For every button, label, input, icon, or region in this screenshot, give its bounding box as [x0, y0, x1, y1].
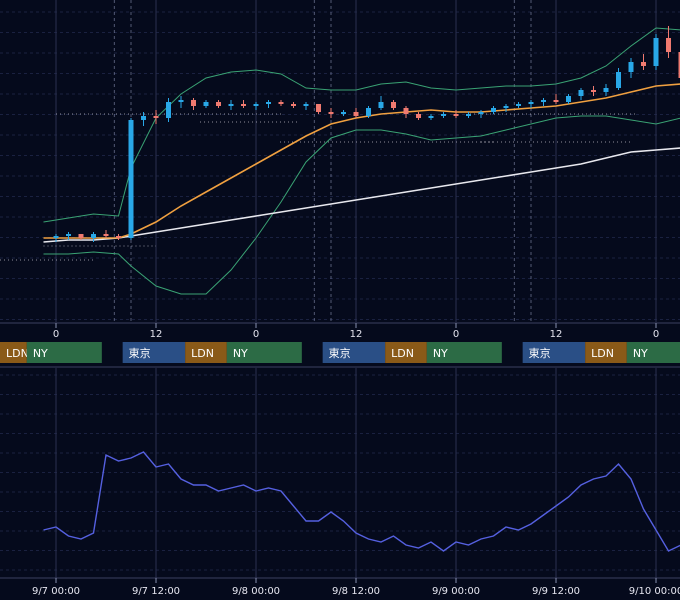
candle-body: [578, 90, 584, 96]
candle-body: [241, 104, 246, 106]
hour-tick-label: 12: [550, 329, 563, 340]
date-tick-label: 9/7 12:00: [132, 586, 180, 597]
grid-layer: [0, 0, 680, 578]
session-london-bar: [0, 342, 27, 363]
candle-body: [128, 120, 134, 238]
candle-body: [166, 102, 171, 118]
session-newyork-label: NY: [33, 347, 48, 360]
session-tokyo-bar: [122, 342, 186, 363]
bollinger-upper-line: [43, 27, 680, 223]
hour-tick-label: 12: [350, 329, 363, 340]
candle-body: [491, 108, 496, 112]
candle-body: [678, 52, 680, 78]
candle-body: [478, 112, 484, 114]
candle-body: [428, 116, 434, 118]
candle-body: [528, 102, 534, 104]
candle-body: [366, 108, 371, 116]
candle-body: [391, 102, 396, 108]
session-london-label: LDN: [591, 347, 614, 360]
session-london-label: LDN: [6, 347, 29, 360]
candle-body: [191, 100, 196, 106]
date-tick-label: 9/10 00:00: [629, 586, 680, 597]
candle-body: [516, 104, 521, 106]
candle-body: [441, 114, 446, 116]
session-tokyo-label: 東京: [129, 346, 151, 360]
candle-body: [378, 102, 384, 108]
session-london-bar: [385, 342, 427, 363]
candle-body: [228, 104, 234, 106]
candle-body: [553, 100, 559, 102]
candle-body: [416, 114, 421, 118]
session-newyork-bar: [26, 342, 102, 363]
candle-body: [116, 236, 121, 238]
candle-body: [603, 88, 609, 92]
session-tokyo-bar: [322, 342, 386, 363]
candle-body: [291, 104, 296, 106]
candle-body: [303, 104, 309, 106]
session-newyork-bar: [426, 342, 502, 363]
ma-short-line: [43, 83, 680, 239]
date-axis: 9/7 00:00 9/7 12:00 9/8 00:00 9/8 12:00 9/9 …: [32, 578, 680, 597]
date-tick-label: 9/9 12:00: [532, 586, 580, 597]
session-newyork-label: NY: [233, 347, 248, 360]
session-tokyo-label: 東京: [329, 346, 351, 360]
candle-body: [341, 112, 346, 114]
candle-body: [566, 96, 571, 102]
candle-body: [216, 102, 221, 106]
date-tick-label: 9/7 00:00: [32, 586, 80, 597]
session-newyork-label: NY: [633, 347, 648, 360]
candle-body: [453, 114, 459, 116]
candle-body: [278, 102, 284, 104]
hour-tick-label: 0: [453, 329, 459, 340]
date-tick-label: 9/8 00:00: [232, 586, 280, 597]
session-london-bar: [185, 342, 227, 363]
hour-tick-label: 0: [653, 329, 659, 340]
candle-body: [641, 62, 646, 66]
ma-long-line: [43, 147, 680, 243]
candle-body: [653, 38, 659, 66]
candle-body: [403, 108, 409, 114]
candle-body: [628, 62, 634, 72]
price-panel: [0, 26, 680, 324]
candle-body: [178, 100, 184, 102]
candle-body: [141, 116, 146, 120]
indicator-panel: [0, 451, 680, 579]
session-newyork-bar: [626, 342, 680, 363]
candle-body: [153, 116, 159, 118]
hour-axis: 0 12 0 12 0 12 0: [53, 323, 659, 340]
candle-body: [266, 102, 271, 104]
session-bar: LDN NY 東京 LDN NY 東京 LDN NY 東京 LDN NY: [0, 342, 680, 368]
indicator-line: [43, 451, 680, 552]
session-tokyo-bar: [522, 342, 586, 363]
candle-body: [466, 114, 471, 116]
session-newyork-label: NY: [433, 347, 448, 360]
date-tick-label: 9/9 00:00: [432, 586, 480, 597]
session-tokyo-label: 東京: [529, 346, 551, 360]
candle-body: [53, 236, 59, 238]
session-london-label: LDN: [391, 347, 414, 360]
bollinger-lower-line: [43, 115, 680, 295]
candle-body: [103, 234, 109, 236]
date-tick-label: 9/8 12:00: [332, 586, 380, 597]
hour-tick-label: 0: [253, 329, 259, 340]
candle-body: [541, 100, 546, 102]
candle-body: [328, 112, 334, 114]
session-london-label: LDN: [191, 347, 214, 360]
candle-body: [666, 38, 671, 52]
candle-body: [66, 234, 71, 236]
session-london-bar: [585, 342, 627, 363]
candle-body: [316, 104, 321, 112]
candle-body: [503, 106, 509, 108]
candle-body: [78, 234, 84, 238]
hour-tick-label: 12: [150, 329, 163, 340]
session-newyork-bar: [226, 342, 302, 363]
candle-body: [616, 72, 621, 88]
candle-body: [253, 104, 259, 106]
candle-body: [203, 102, 209, 106]
hour-tick-label: 0: [53, 329, 59, 340]
candle-body: [353, 112, 359, 116]
candle-body: [91, 234, 96, 238]
candle-body: [591, 90, 596, 92]
